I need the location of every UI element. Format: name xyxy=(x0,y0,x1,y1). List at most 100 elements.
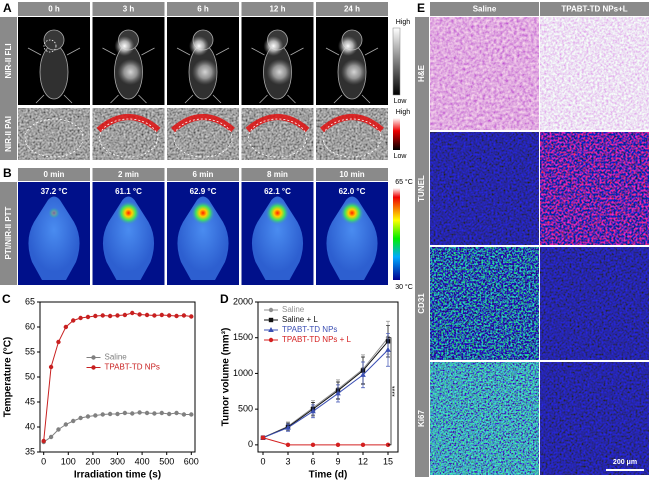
panel-label: E xyxy=(417,1,425,15)
hot-spot xyxy=(265,201,290,225)
time-label: 24 h xyxy=(344,5,360,14)
data-point xyxy=(115,313,120,318)
scale-label: 65 °C xyxy=(395,178,413,186)
data-point xyxy=(71,418,76,424)
mouse-limbs xyxy=(102,47,155,104)
data-point xyxy=(100,313,105,318)
data-point xyxy=(71,318,76,323)
y-axis-label: Tumor volume (mm³) xyxy=(221,328,232,427)
column-header xyxy=(92,168,165,181)
data-point xyxy=(107,411,113,417)
x-axis-label: Irradiation time (s) xyxy=(74,470,161,480)
legend-marker xyxy=(268,327,274,332)
tumor-outline xyxy=(43,39,57,53)
data-point xyxy=(137,312,142,317)
data-point xyxy=(285,424,291,430)
histology-image xyxy=(540,17,649,130)
data-point xyxy=(56,339,61,345)
x-tick-label: 100 xyxy=(61,456,76,466)
row-label-strip xyxy=(0,182,17,285)
mouse-thermal xyxy=(177,196,229,280)
time-label: 2 min xyxy=(118,170,139,179)
row-label: CD31 xyxy=(417,293,426,314)
column-header xyxy=(167,2,239,16)
data-point xyxy=(63,324,69,330)
pai-signal xyxy=(245,114,310,133)
data-point xyxy=(174,410,179,416)
data-point xyxy=(122,312,128,318)
scale-label: High xyxy=(396,109,411,116)
pai-image xyxy=(18,108,90,160)
data-point xyxy=(85,314,91,320)
fli-signal xyxy=(192,59,218,85)
time-label: 6 h xyxy=(197,5,209,14)
histology-image xyxy=(430,362,539,475)
data-point xyxy=(181,412,187,417)
row-label-strip xyxy=(415,17,429,477)
fli-signal xyxy=(263,36,284,56)
temperature-label: 62.1 °C xyxy=(264,187,291,196)
series-line xyxy=(262,337,389,439)
data-point xyxy=(159,410,164,416)
data-point xyxy=(56,427,61,432)
data-point xyxy=(189,314,194,319)
legend-marker xyxy=(91,365,96,370)
colorbar xyxy=(392,27,401,96)
histology-image xyxy=(430,132,539,245)
data-point xyxy=(189,412,194,417)
data-point xyxy=(166,313,172,318)
time-label: 6 min xyxy=(193,170,214,179)
legend-label: Saline xyxy=(282,305,305,314)
data-point xyxy=(78,315,83,321)
panel-label: B xyxy=(3,166,12,180)
legend-marker xyxy=(268,317,274,323)
plot-frame xyxy=(257,301,399,453)
legend-label: Saline xyxy=(105,353,128,362)
data-point xyxy=(385,346,391,352)
data-point xyxy=(130,310,135,316)
data-point xyxy=(48,434,54,440)
y-tick-label: 35 xyxy=(25,446,35,456)
data-point xyxy=(85,414,91,419)
data-point xyxy=(360,371,366,377)
mouse-thermal xyxy=(251,196,304,280)
column-header xyxy=(92,2,165,16)
colorbar xyxy=(393,188,400,280)
mouse-limbs xyxy=(251,47,304,104)
column-label: TPABT-TD NPs+L xyxy=(561,5,627,14)
time-label: 10 min xyxy=(339,170,364,179)
histology-image xyxy=(540,362,649,475)
temperature-label: 62.9 °C xyxy=(190,187,217,196)
scale-label: 30 °C xyxy=(395,283,413,291)
data-point xyxy=(166,411,172,417)
data-point xyxy=(310,442,316,448)
histology-image xyxy=(540,132,649,245)
data-point xyxy=(144,312,150,318)
x-tick-label: 0 xyxy=(260,456,265,466)
mouse-limbs xyxy=(27,47,81,104)
histology-image xyxy=(540,247,649,360)
data-point xyxy=(122,410,128,416)
data-point xyxy=(93,413,98,418)
mouse-limbs xyxy=(176,47,230,104)
column-header xyxy=(241,168,314,181)
x-tick-label: 400 xyxy=(135,456,150,466)
mouse-limbs xyxy=(325,47,379,104)
column-header xyxy=(540,2,649,16)
data-point xyxy=(335,442,341,448)
legend-marker xyxy=(268,337,274,343)
series-line xyxy=(262,437,388,446)
column-header xyxy=(430,2,539,16)
fli-signal xyxy=(266,59,293,85)
column-header xyxy=(316,2,388,16)
data-point xyxy=(93,313,98,319)
data-point xyxy=(100,412,105,417)
y-tick-label: 1000 xyxy=(233,368,253,378)
legend-marker xyxy=(268,307,274,313)
y-tick-label: 1500 xyxy=(233,332,253,342)
time-label: 0 h xyxy=(48,5,60,14)
series-line xyxy=(262,340,389,439)
data-point xyxy=(159,312,164,318)
x-tick-label: 12 xyxy=(358,456,368,466)
